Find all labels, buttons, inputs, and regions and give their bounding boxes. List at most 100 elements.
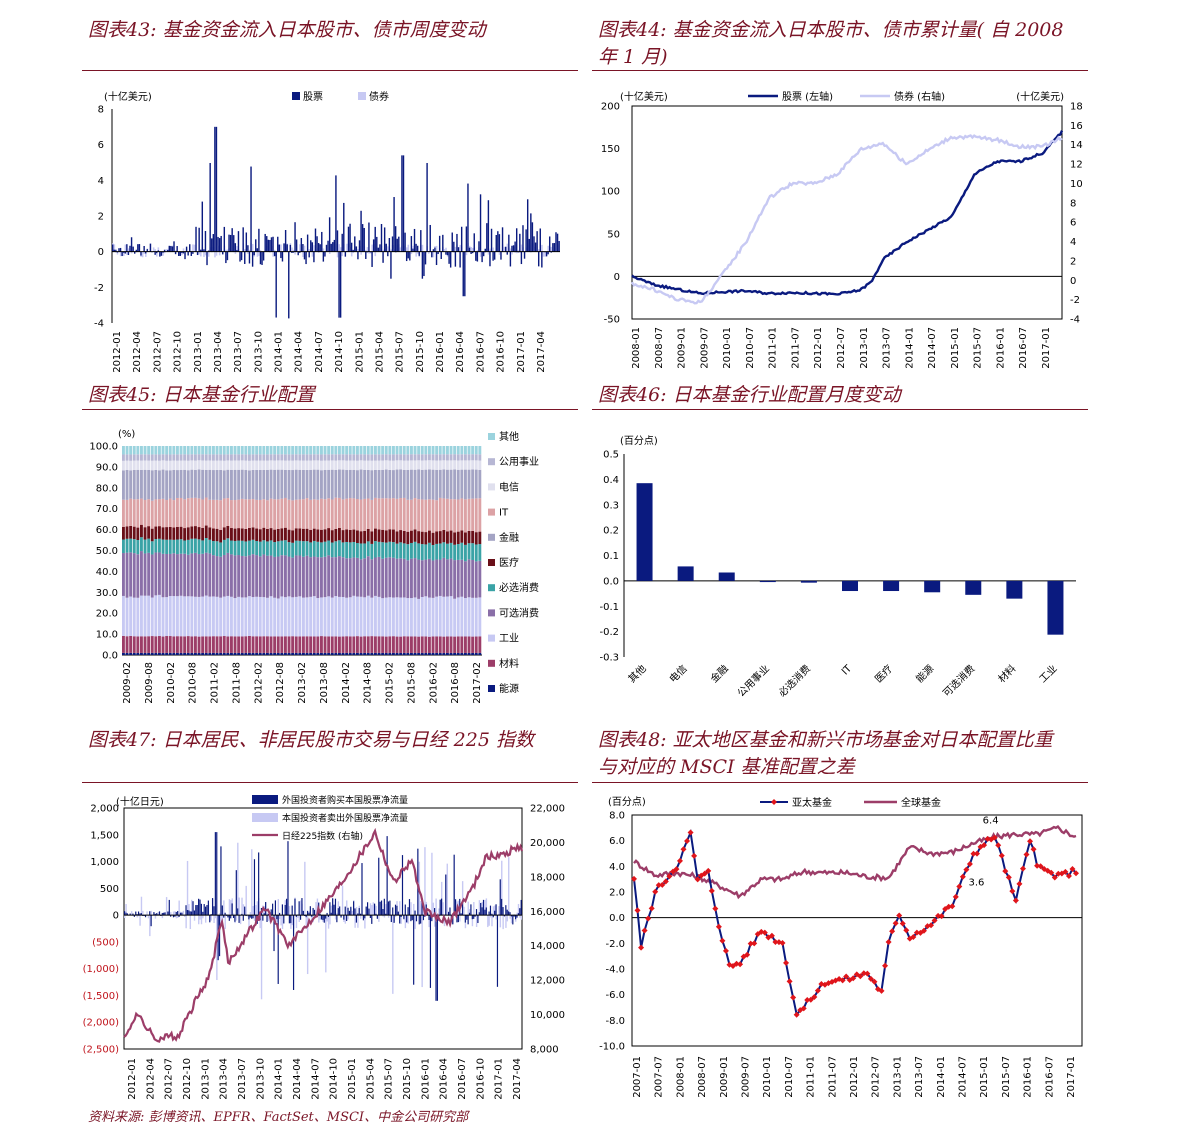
c47-foreign-bar xyxy=(266,915,268,922)
c45-segment-医疗 xyxy=(255,528,259,542)
c48-apac-marker xyxy=(662,878,669,885)
c45-segment-金融 xyxy=(352,469,356,499)
c45-y-tick-5: 50.0 xyxy=(96,546,118,557)
c48-apac-marker xyxy=(963,866,970,873)
c48-x-tick-1: 2007-07 xyxy=(654,1056,665,1098)
c45-segment-金融 xyxy=(262,469,266,500)
c45-segment-可选消费 xyxy=(237,555,241,597)
c45-segment-IT xyxy=(280,498,284,529)
c45-segment-必选消费 xyxy=(464,544,467,562)
c45-segment-金融 xyxy=(215,469,219,500)
c45-segment-工业 xyxy=(143,595,147,637)
c43-equity-bar xyxy=(490,228,493,252)
c45-segment-公用事业 xyxy=(154,454,158,461)
c45-segment-工业 xyxy=(194,596,197,637)
c45-segment-公用事业 xyxy=(255,454,259,461)
c45-segment-医疗 xyxy=(352,529,356,542)
c48-x-tick-2: 2008-01 xyxy=(675,1056,686,1098)
c45-segment-可选消费 xyxy=(428,558,431,598)
c48-apac-marker xyxy=(864,970,871,977)
c43-equity-bar xyxy=(264,233,266,252)
c46-ylabel: (百分点) xyxy=(620,435,658,447)
c47-foreign-bar xyxy=(396,905,398,916)
c43-bond-bar xyxy=(156,251,158,257)
c45-segment-可选消费 xyxy=(147,552,151,596)
c45-segment-公用事业 xyxy=(478,454,482,461)
c43-equity-bar xyxy=(374,226,376,252)
c47-foreign-bar xyxy=(478,912,480,916)
c45-segment-IT xyxy=(294,499,298,529)
c47-foreign-bar xyxy=(344,906,346,916)
c43-equity-bar xyxy=(258,228,260,252)
c45-segment-其他 xyxy=(464,446,467,455)
c45-segment-公用事业 xyxy=(186,454,190,461)
c45-segment-其他 xyxy=(377,446,381,455)
c45-segment-IT xyxy=(302,499,305,529)
c47-y-tick-7: (1,500) xyxy=(83,991,120,1002)
c45-segment-可选消费 xyxy=(406,560,410,599)
c43-legend-swatch-equity xyxy=(292,92,300,100)
c43-equity-bar xyxy=(361,224,364,252)
c45-segment-可选消费 xyxy=(233,555,237,599)
c47-domestic-bar xyxy=(330,905,333,916)
c45-segment-金融 xyxy=(435,469,439,501)
c48-apac-marker xyxy=(984,836,991,843)
c45-segment-材料 xyxy=(136,636,140,653)
c45-x-tick-7: 2012-08 xyxy=(275,662,286,704)
c45-segment-其他 xyxy=(413,446,417,455)
c45-segment-电信 xyxy=(316,460,320,470)
c47-foreign-bar xyxy=(473,915,475,919)
c47-domestic-bar xyxy=(175,915,178,919)
c45-segment-材料 xyxy=(323,636,327,653)
c45-segment-材料 xyxy=(147,636,151,653)
c47-foreign-bar xyxy=(231,903,233,916)
c44-y-tick-5: -50 xyxy=(604,315,620,326)
c47-domestic-bar xyxy=(214,915,217,919)
c47-domestic-bar xyxy=(383,915,386,918)
c45-segment-能源 xyxy=(377,652,381,655)
c45-segment-工业 xyxy=(338,596,341,637)
c47-foreign-bar xyxy=(263,913,265,916)
c43-equity-bar xyxy=(338,251,340,318)
c45-segment-其他 xyxy=(345,446,349,455)
c48-apac-marker xyxy=(913,929,920,936)
c47-domestic-bar xyxy=(232,913,235,916)
c43-equity-bar xyxy=(115,249,117,252)
c47-foreign-bar xyxy=(244,906,246,916)
c45-segment-医疗 xyxy=(345,529,349,542)
c45-segment-金融 xyxy=(212,470,215,500)
c45-segment-能源 xyxy=(359,652,363,655)
c45-segment-必选消费 xyxy=(176,539,179,555)
c43-equity-bar xyxy=(121,251,123,257)
c45-segment-金融 xyxy=(176,470,179,498)
c43-equity-bar xyxy=(445,251,447,255)
c48-apac-marker xyxy=(995,842,1002,849)
c45-segment-能源 xyxy=(172,652,176,655)
c45-segment-公用事业 xyxy=(359,454,363,461)
c47-foreign-bar xyxy=(172,915,175,918)
c45-segment-公用事业 xyxy=(248,454,251,461)
c45-segment-材料 xyxy=(464,636,467,653)
c48-y-tick-2: 4.0 xyxy=(609,862,625,873)
c43-bond-bar xyxy=(215,251,218,256)
c45-segment-工业 xyxy=(287,596,291,637)
c45-segment-医疗 xyxy=(176,526,179,540)
c45-segment-其他 xyxy=(284,446,287,455)
c45-segment-工业 xyxy=(446,596,449,637)
c47-nikkei-line xyxy=(123,827,524,1043)
c45-segment-工业 xyxy=(438,595,442,637)
c43-equity-bar xyxy=(262,251,265,261)
c43-equity-bar xyxy=(170,245,172,252)
c43-bond-bar xyxy=(346,243,348,252)
c43-bond-bar xyxy=(541,244,543,252)
c45-segment-必选消费 xyxy=(208,539,212,554)
c47-domestic-bar xyxy=(467,901,469,916)
c45-segment-能源 xyxy=(435,652,439,655)
c45-segment-医疗 xyxy=(438,531,442,544)
c47-legend-foreign: 外国投资者购买本国股票净流量 xyxy=(282,794,408,806)
c46-bar-2 xyxy=(718,572,735,581)
c47-domestic-bar xyxy=(387,915,390,918)
c47-foreign-bar xyxy=(150,915,152,927)
c47-foreign-bar xyxy=(227,915,229,918)
c45-segment-医疗 xyxy=(186,527,190,540)
